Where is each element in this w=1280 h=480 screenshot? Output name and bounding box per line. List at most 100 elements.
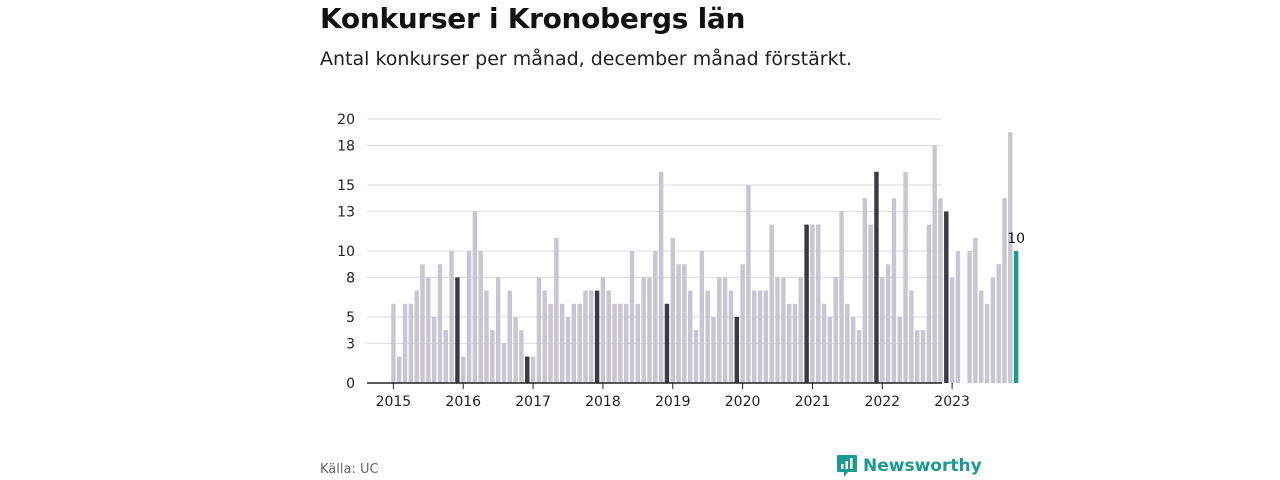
bar [635,303,641,383]
bar [856,330,862,383]
bar [577,303,582,383]
bar [850,317,856,383]
bar [490,330,495,383]
bar [955,251,961,383]
bar [839,211,844,383]
bar [449,251,454,383]
bar [973,237,978,383]
x-tick-label: 2022 [864,394,900,410]
bar [589,290,594,383]
bar-december [455,277,460,383]
bar-december [664,303,670,383]
y-tick-label: 3 [346,336,355,352]
bar [920,330,926,383]
bar [559,303,565,383]
bar-december [734,317,739,383]
bar [722,277,728,383]
chart-subtitle: Antal konkurser per månad, december måna… [320,48,853,70]
bar [827,317,833,383]
bar [949,277,955,383]
bar [682,264,687,383]
bar [484,290,489,383]
y-tick-label: 15 [337,178,355,194]
bar [769,224,774,383]
bar [746,185,751,383]
bar [542,290,547,383]
bar [461,356,466,383]
y-tick-label: 18 [337,138,355,154]
bar [786,303,792,383]
bar [629,251,635,383]
bar [536,277,542,383]
bar [891,198,897,383]
bar [903,171,908,383]
bar [693,330,699,383]
x-tick-label: 2019 [655,394,691,410]
bar [437,264,443,383]
y-tick-label: 13 [337,204,355,220]
bar [676,264,681,383]
bar [880,277,885,383]
latest-value-label: 10 [1007,231,1025,247]
x-tick-label: 2020 [725,394,761,410]
bar [1002,198,1007,383]
bar [816,224,821,383]
bar [519,330,524,383]
x-tick-label: 2015 [376,394,412,410]
bar [1008,132,1013,383]
bar-december [594,290,600,383]
y-tick-label: 0 [346,376,355,392]
y-tick-label: 8 [346,270,355,286]
y-tick-label: 20 [337,112,355,128]
bar [926,224,932,383]
bar [752,290,757,383]
bar [606,290,611,383]
bar [565,317,571,383]
bar [938,198,943,383]
bar [979,290,984,383]
bar-december [874,171,879,383]
source-label: Källa: UC [320,462,379,477]
bar [821,303,827,383]
x-tick-label: 2021 [795,394,831,410]
brand-logo: Newsworthy [836,454,982,478]
bar-latest [1013,251,1019,383]
bar [967,251,972,383]
bar [530,356,536,383]
bar [909,290,914,383]
y-tick-label: 10 [337,244,355,260]
bar [699,251,705,383]
bar [763,290,769,383]
bar [653,251,658,383]
bar [798,277,803,383]
bar [495,277,501,383]
bar [833,277,838,383]
bar [688,290,693,383]
bar [414,290,419,383]
bar [600,277,606,383]
x-tick-label: 2018 [585,394,621,410]
bar [618,303,623,383]
bar [658,171,664,383]
bar [402,303,408,383]
bar [478,251,483,383]
bar [513,317,518,383]
bar [717,277,722,383]
bar [443,330,448,383]
bar [932,145,937,383]
bar-december [525,356,530,383]
bar [868,224,873,383]
bar [670,237,675,383]
bar [397,356,402,383]
bar [862,198,868,383]
bar [996,264,1001,383]
bar [810,224,815,383]
bar [624,303,629,383]
bar [647,277,652,383]
bar-december [804,224,809,383]
bar [984,303,990,383]
bar [711,317,716,383]
bar [641,277,646,383]
bar [915,330,920,383]
